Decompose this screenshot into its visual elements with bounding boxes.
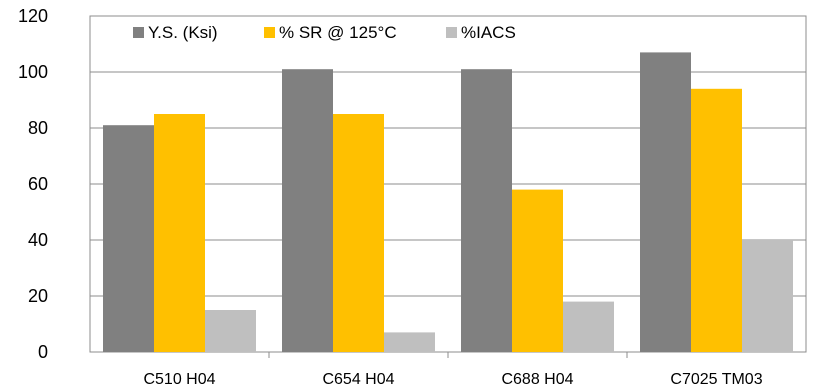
y-axis-ticks: 0 20 40 60 80 100 120 [18,6,48,362]
bar [384,332,435,352]
bar [691,88,742,353]
y-tick-label: 20 [28,286,48,306]
bar [205,310,256,352]
legend: Y.S. (Ksi) % SR @ 125°C %IACS [133,23,516,42]
bar [563,301,614,352]
bar [742,240,793,352]
x-axis-ticks: C510 H04 C654 H04 C688 H04 C7025 TM03 [143,352,763,385]
x-tick-label: C510 H04 [143,371,215,385]
x-tick-label: C7025 TM03 [670,371,762,385]
y-tick-label: 40 [28,230,48,250]
legend-label: %IACS [461,23,516,42]
legend-label: Y.S. (Ksi) [148,23,218,42]
bar [512,189,563,352]
legend-swatch [264,27,275,38]
bar [282,69,333,352]
bar [461,69,512,352]
bar [154,114,205,352]
y-tick-label: 80 [28,118,48,138]
x-tick-label: C688 H04 [501,371,573,385]
y-tick-label: 120 [18,6,48,26]
legend-swatch [133,27,144,38]
x-tick-label: C654 H04 [322,371,394,385]
legend-swatch [446,27,457,38]
bar [333,114,384,352]
bar [640,52,691,353]
bars [103,52,793,353]
y-tick-label: 60 [28,174,48,194]
y-tick-label: 0 [38,342,48,362]
y-tick-label: 100 [18,62,48,82]
legend-label: % SR @ 125°C [279,23,397,42]
bar [103,125,154,352]
